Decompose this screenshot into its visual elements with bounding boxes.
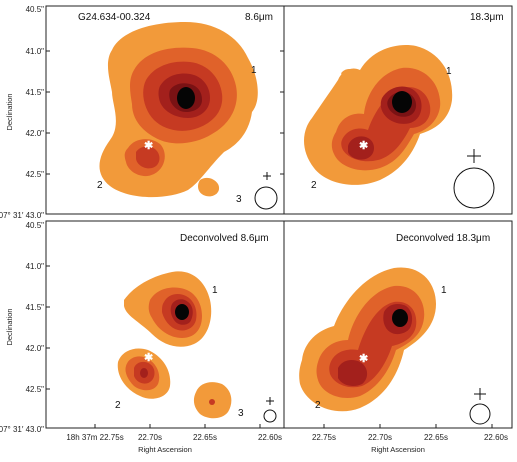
y-axis-title-bottom: Declination [5, 308, 14, 345]
source-label-2: 2 [97, 180, 103, 191]
panel-top-right: ✱ 18.3μm 1 2 [283, 5, 513, 215]
peak-source-3 [209, 399, 215, 405]
source-label-1: 1 [251, 65, 257, 76]
cross-marker [467, 149, 481, 163]
x-tick: 22.60s [484, 433, 508, 442]
y-axis-title-top: Declination [5, 93, 14, 130]
peak-source-1 [392, 309, 408, 327]
y-tick: −07° 31′ 43.0" [0, 425, 44, 434]
contour-level-4-south [348, 136, 374, 160]
y-tick: 41.0" [26, 47, 45, 56]
beam-circle [263, 409, 277, 423]
source-label-1: 1 [446, 66, 452, 77]
cross-marker [474, 388, 486, 400]
beam-circle [453, 167, 495, 209]
contour-level-1-blob [341, 69, 355, 78]
y-tick: 41.0" [26, 262, 45, 271]
y-axis-bottom: Declination 40.5" 41.0" 41.5" 42.0" 42.5… [0, 221, 44, 434]
peak-source-1 [177, 87, 195, 109]
methanol-maser-marker: ✱ [359, 140, 368, 152]
cross-marker [266, 397, 274, 405]
beam-circle [469, 403, 491, 425]
source-label-2: 2 [311, 180, 317, 191]
x-axis-right: 22.75s 22.70s 22.65s 22.60s Right Ascens… [312, 433, 508, 454]
source-label-1: 1 [441, 285, 447, 296]
methanol-maser-marker: ✱ [144, 352, 153, 364]
panel-bottom-left: ✱ Deconvolved 8.6μm 1 2 3 [45, 220, 285, 429]
peak-source-1 [392, 91, 412, 113]
y-tick: 41.5" [26, 88, 45, 97]
panel-wavelength-label: 18.3μm [470, 12, 504, 23]
x-tick: 22.75s [312, 433, 336, 442]
y-tick: 42.5" [26, 385, 45, 394]
y-tick: 41.5" [26, 303, 45, 312]
y-tick: −07° 31′ 43.0" [0, 211, 44, 220]
y-tick: 42.0" [26, 129, 45, 138]
panel-wavelength-label: Deconvolved 8.6μm [180, 233, 269, 244]
source-label-1: 1 [212, 285, 218, 296]
cross-marker [263, 172, 271, 180]
x-axis-left: 18h 37m 22.75s 22.70s 22.65s 22.60s Righ… [66, 433, 282, 454]
panel-wavelength-label: 8.6μm [245, 12, 273, 23]
x-axis-title-left: Right Ascension [138, 445, 192, 454]
y-tick: 42.0" [26, 344, 45, 353]
methanol-maser-marker: ✱ [359, 353, 368, 365]
peak-source-2 [140, 368, 148, 378]
peak-source-1 [175, 304, 189, 320]
contour-level-1-secondary [198, 177, 220, 197]
x-axis-title-right: Right Ascension [371, 445, 425, 454]
contour-level-3-south [136, 146, 160, 169]
y-tick: 40.5" [26, 5, 45, 14]
y-tick: 42.5" [26, 170, 45, 179]
methanol-maser-marker: ✱ [144, 140, 153, 152]
beam-circle [254, 186, 278, 210]
x-tick: 22.65s [424, 433, 448, 442]
y-tick: 40.5" [26, 221, 45, 230]
panel-wavelength-label: Deconvolved 18.3μm [396, 233, 490, 244]
x-tick: 22.60s [258, 433, 282, 442]
x-tick: 18h 37m 22.75s [66, 433, 123, 442]
panel-top-left: ✱ G24.634-00.324 8.6μm 1 2 3 [45, 5, 285, 215]
source-label-2: 2 [115, 400, 121, 411]
object-name: G24.634-00.324 [78, 12, 151, 23]
x-tick: 22.70s [368, 433, 392, 442]
source-label-3: 3 [236, 194, 242, 205]
source-label-2: 2 [315, 400, 321, 411]
panel-bottom-right: ✱ Deconvolved 18.3μm 1 2 [283, 220, 513, 429]
contour-level-4-south [338, 360, 368, 386]
y-axis-top: Declination 40.5" 41.0" 41.5" 42.0" 42.5… [0, 5, 44, 220]
x-tick: 22.65s [193, 433, 217, 442]
x-tick: 22.70s [138, 433, 162, 442]
source-label-3: 3 [238, 408, 244, 419]
